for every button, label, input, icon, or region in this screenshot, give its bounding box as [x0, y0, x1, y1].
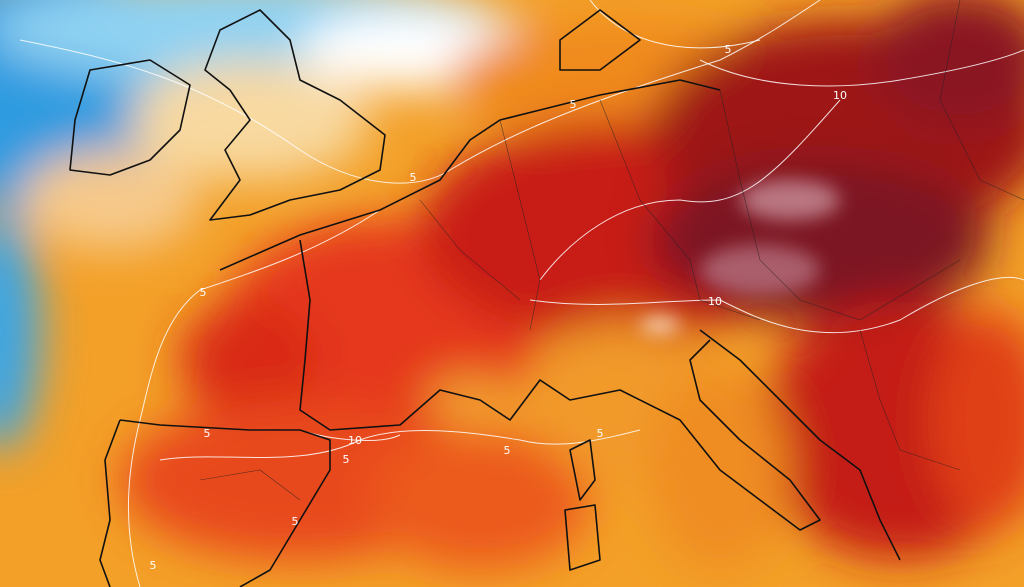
coastlines: [69, 9, 901, 587]
contour-label: 5: [204, 427, 211, 440]
contour-label: 5: [292, 515, 299, 528]
contour-label: 10: [348, 434, 362, 447]
contour-label: 5: [343, 453, 350, 466]
contour-label: 5: [570, 98, 577, 111]
contour-label: 10: [833, 89, 847, 102]
contour-label: 5: [200, 286, 207, 299]
contour-labels: 10 5 5 5 5 10 10 5 5 5 5 5 5: [150, 43, 848, 572]
contour-label: 5: [410, 171, 417, 184]
contour-label: 5: [725, 43, 732, 56]
contour-label: 5: [504, 444, 511, 457]
contour-label: 5: [597, 427, 604, 440]
isolines: [19, 0, 1024, 587]
contour-label: 10: [708, 295, 722, 308]
contour-label: 5: [150, 559, 157, 572]
borders: [199, 0, 1024, 501]
